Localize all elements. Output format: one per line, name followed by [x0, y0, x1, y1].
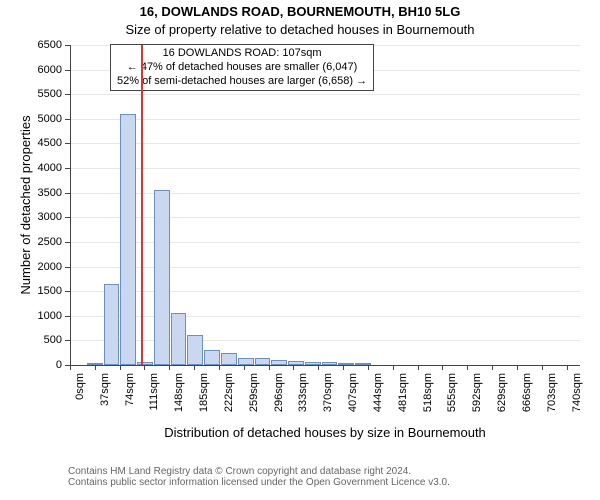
xtick-label: 74sqm [124, 373, 136, 473]
xtick-label: 333sqm [297, 373, 309, 473]
histogram-bar [288, 361, 304, 365]
plot-area [70, 45, 580, 365]
xtick-label: 740sqm [571, 373, 583, 473]
histogram-bar [154, 190, 170, 365]
histogram-bar [238, 358, 254, 365]
chart-title-line2: Size of property relative to detached ho… [0, 22, 600, 37]
histogram-bar [204, 350, 220, 365]
ytick-label: 1500 [0, 285, 62, 297]
xtick-label: 481sqm [397, 373, 409, 473]
xtick-label: 555sqm [446, 373, 458, 473]
xtick-mark [144, 365, 145, 370]
gridline [70, 217, 580, 218]
gridline [70, 94, 580, 95]
gridline [70, 193, 580, 194]
xtick-mark [70, 365, 71, 370]
xtick-label: 259sqm [248, 373, 260, 473]
ytick-label: 1000 [0, 310, 62, 322]
ytick-label: 0 [0, 359, 62, 371]
xtick-label: 629sqm [496, 373, 508, 473]
xtick-label: 222sqm [223, 373, 235, 473]
annotation-line1: 16 DOWLANDS ROAD: 107sqm [117, 47, 367, 61]
xtick-label: 518sqm [422, 373, 434, 473]
xtick-label: 592sqm [471, 373, 483, 473]
xtick-mark [418, 365, 419, 370]
histogram-bar [338, 363, 354, 365]
gridline [70, 267, 580, 268]
histogram-bar [255, 358, 271, 365]
ytick-label: 500 [0, 334, 62, 346]
histogram-bar [137, 362, 153, 365]
xtick-label: 0sqm [74, 373, 86, 473]
xtick-mark [120, 365, 121, 370]
histogram-bar [322, 362, 338, 365]
ytick-label: 6500 [0, 39, 62, 51]
xtick-mark [542, 365, 543, 370]
histogram-bar [221, 353, 237, 365]
chart-title-line1: 16, DOWLANDS ROAD, BOURNEMOUTH, BH10 5LG [0, 4, 600, 19]
gridline [70, 291, 580, 292]
xtick-label: 111sqm [148, 373, 160, 473]
histogram-bar [171, 313, 187, 365]
histogram-bar [355, 363, 371, 365]
xtick-mark [467, 365, 468, 370]
xtick-mark [244, 365, 245, 370]
xtick-label: 370sqm [322, 373, 334, 473]
xtick-label: 666sqm [521, 373, 533, 473]
xtick-mark [492, 365, 493, 370]
xtick-mark [169, 365, 170, 370]
ytick-label: 2500 [0, 236, 62, 248]
histogram-bar [87, 363, 103, 365]
histogram-bar [271, 360, 287, 365]
gridline [70, 168, 580, 169]
ytick-label: 3000 [0, 211, 62, 223]
histogram-bar [305, 362, 321, 365]
xtick-mark [393, 365, 394, 370]
xtick-mark [293, 365, 294, 370]
ytick-label: 6000 [0, 64, 62, 76]
gridline [70, 242, 580, 243]
xtick-label: 703sqm [546, 373, 558, 473]
ytick-label: 4500 [0, 137, 62, 149]
histogram-bar [120, 114, 136, 365]
xtick-mark [517, 365, 518, 370]
chart-container: 16, DOWLANDS ROAD, BOURNEMOUTH, BH10 5LG… [0, 0, 600, 500]
xtick-label: 296sqm [273, 373, 285, 473]
xtick-mark [567, 365, 568, 370]
ytick-label: 4000 [0, 162, 62, 174]
xtick-label: 37sqm [99, 373, 111, 473]
y-axis-line [70, 45, 71, 365]
x-axis-line [70, 365, 580, 366]
histogram-bar [187, 335, 203, 365]
ytick-label: 5500 [0, 88, 62, 100]
annotation-line2: ← 47% of detached houses are smaller (6,… [117, 61, 367, 75]
footer-line2: Contains public sector information licen… [68, 477, 450, 488]
xtick-label: 185sqm [198, 373, 210, 473]
xtick-label: 444sqm [372, 373, 384, 473]
xtick-mark [269, 365, 270, 370]
annotation-line3: 52% of semi-detached houses are larger (… [117, 75, 367, 89]
marker-line [141, 45, 143, 365]
xtick-label: 148sqm [173, 373, 185, 473]
gridline [70, 119, 580, 120]
annotation-box: 16 DOWLANDS ROAD: 107sqm ← 47% of detach… [110, 44, 374, 91]
xtick-mark [442, 365, 443, 370]
xtick-mark [95, 365, 96, 370]
gridline [70, 340, 580, 341]
ytick-label: 3500 [0, 187, 62, 199]
xtick-mark [368, 365, 369, 370]
ytick-label: 2000 [0, 261, 62, 273]
gridline [70, 143, 580, 144]
gridline [70, 316, 580, 317]
xtick-mark [343, 365, 344, 370]
xtick-label: 407sqm [347, 373, 359, 473]
ytick-label: 5000 [0, 113, 62, 125]
xtick-mark [219, 365, 220, 370]
xtick-mark [194, 365, 195, 370]
xtick-mark [318, 365, 319, 370]
histogram-bar [104, 284, 120, 365]
